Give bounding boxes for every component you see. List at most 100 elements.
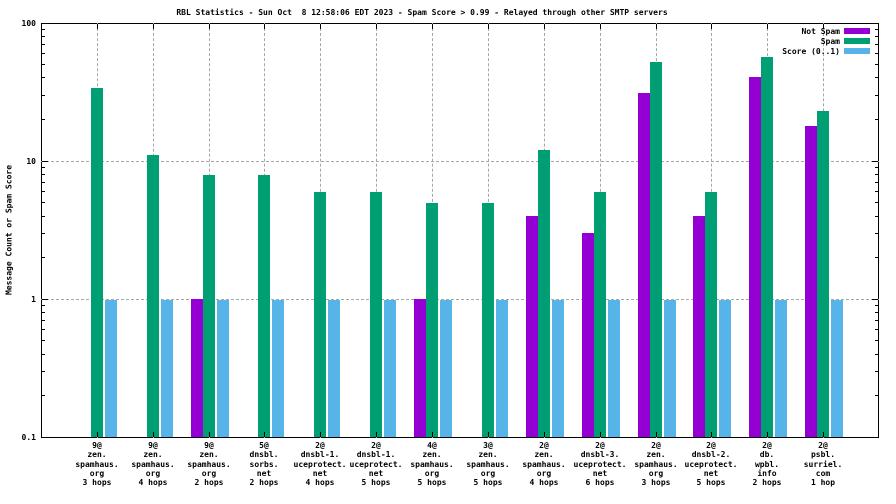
x-axis-label-line: zen. xyxy=(646,450,666,460)
tick-mark xyxy=(320,24,321,29)
tick-mark xyxy=(711,431,712,437)
bar-score-0-1 xyxy=(608,299,620,437)
x-axis-label-line: 5 hops xyxy=(361,478,391,488)
tick-mark xyxy=(823,24,824,29)
x-axis-label-line: net xyxy=(592,468,608,478)
x-axis-label-line: com xyxy=(815,468,831,478)
tick-mark xyxy=(600,24,601,29)
x-axis-category-label: 9@ zen. spamhaus. org 2 hops xyxy=(169,441,249,487)
tick-mark xyxy=(875,215,878,217)
tick-mark xyxy=(875,353,878,355)
x-axis-label-line: 3 hops xyxy=(82,478,112,488)
bar-score-0-1 xyxy=(496,299,508,437)
bar-score-0-1 xyxy=(217,299,229,437)
tick-mark xyxy=(875,312,878,314)
x-axis-category-label: 2@ zen. spamhaus. org 3 hops xyxy=(616,441,696,487)
bar-spam xyxy=(314,191,326,437)
x-axis-category-label: 9@ zen. spamhaus. org 3 hops xyxy=(57,441,137,487)
x-axis-label-line: spamhaus. xyxy=(75,459,119,469)
tick-mark xyxy=(875,191,878,193)
x-axis-label-line: 2@ xyxy=(651,441,661,450)
x-axis-category-label: 4@ zen. spamhaus. org 5 hops xyxy=(392,441,472,487)
tick-mark xyxy=(656,431,657,437)
gridline-y xyxy=(41,299,879,301)
bar-spam xyxy=(538,150,550,437)
x-axis-label-line: zen. xyxy=(199,450,219,460)
tick-mark xyxy=(875,77,878,79)
x-axis-label-line: 5 hops xyxy=(696,478,726,488)
tick-mark xyxy=(97,24,98,29)
tick-mark xyxy=(42,94,45,96)
x-axis-label-line: zen. xyxy=(478,450,498,460)
tick-mark xyxy=(153,24,154,29)
bar-spam xyxy=(258,174,270,437)
bar-not-spam xyxy=(749,76,761,437)
y-axis-label: Message Count or Spam Score xyxy=(4,164,14,296)
bar-not-spam xyxy=(805,125,817,437)
x-axis-label-line: 6 hops xyxy=(585,478,615,488)
x-axis-label-line: 2 hops xyxy=(194,478,224,488)
bar-not-spam xyxy=(638,93,650,437)
x-axis-label-line: zen. xyxy=(87,450,107,460)
tick-mark xyxy=(42,232,45,234)
tick-mark xyxy=(872,160,878,162)
tick-mark xyxy=(42,77,45,79)
x-axis-category-label: 5@ dnsbl. sorbs. net 2 hops xyxy=(224,441,304,487)
bar-score-0-1 xyxy=(328,299,340,437)
tick-mark xyxy=(42,119,45,121)
x-axis-label-line: 5 hops xyxy=(417,478,447,488)
tick-mark xyxy=(42,53,45,55)
bar-spam xyxy=(147,155,159,437)
x-axis-label-line: dnsbl-1. xyxy=(356,450,396,460)
x-axis-category-label: 2@ psbl. surriel. com 1 hop xyxy=(783,441,863,487)
y-axis-tick-label: 0.1 xyxy=(21,433,36,442)
x-axis-label-line: 4 hops xyxy=(138,478,168,488)
x-axis-label-line: spamhaus. xyxy=(131,459,175,469)
legend-swatch-icon xyxy=(844,28,870,34)
tick-mark xyxy=(488,431,489,437)
x-axis-label-line: 2@ xyxy=(315,441,325,450)
x-axis-label-line: 9@ xyxy=(92,441,102,450)
x-axis-label-line: dnsbl. xyxy=(249,450,279,460)
tick-mark xyxy=(872,437,878,438)
x-axis-label-line: 2@ xyxy=(539,441,549,450)
x-axis-label-line: 4@ xyxy=(427,441,437,450)
tick-mark xyxy=(42,340,45,342)
bar-score-0-1 xyxy=(384,299,396,437)
x-axis-label-line: uceprotect. xyxy=(293,459,347,469)
x-axis-label-line: spamhaus. xyxy=(634,459,678,469)
x-axis-label-line: 5@ xyxy=(259,441,269,450)
x-axis-label-line: net xyxy=(312,468,328,478)
bar-spam xyxy=(482,202,494,437)
x-axis-category-label: 9@ zen. spamhaus. org 4 hops xyxy=(113,441,193,487)
tick-mark xyxy=(488,24,489,29)
x-axis-label-line: 2 hops xyxy=(752,478,782,488)
tick-mark xyxy=(875,305,878,307)
x-axis-category-label: 2@ dnsbl-1. uceprotect. net 4 hops xyxy=(280,441,360,487)
legend-swatch-icon xyxy=(844,48,870,54)
tick-mark xyxy=(376,24,377,29)
x-axis-label-line: org xyxy=(424,468,440,478)
bar-score-0-1 xyxy=(440,299,452,437)
x-axis-label-line: 1 hop xyxy=(810,478,836,488)
tick-mark xyxy=(432,431,433,437)
x-axis-label-line: net xyxy=(703,468,719,478)
tick-mark xyxy=(42,437,48,438)
tick-mark xyxy=(42,312,45,314)
tick-mark xyxy=(875,174,878,176)
tick-mark xyxy=(875,53,878,55)
bar-score-0-1 xyxy=(831,299,843,437)
bar-score-0-1 xyxy=(664,299,676,437)
x-axis-label-line: info xyxy=(757,468,777,478)
tick-mark xyxy=(42,305,45,307)
tick-mark xyxy=(875,395,878,397)
tick-mark xyxy=(42,160,48,162)
tick-mark xyxy=(875,202,878,204)
tick-mark xyxy=(872,22,878,24)
tick-mark xyxy=(875,166,878,168)
bar-spam xyxy=(705,191,717,437)
bar-spam xyxy=(203,174,215,437)
tick-mark xyxy=(656,24,657,29)
legend-item: Score (0..1) xyxy=(782,46,870,56)
